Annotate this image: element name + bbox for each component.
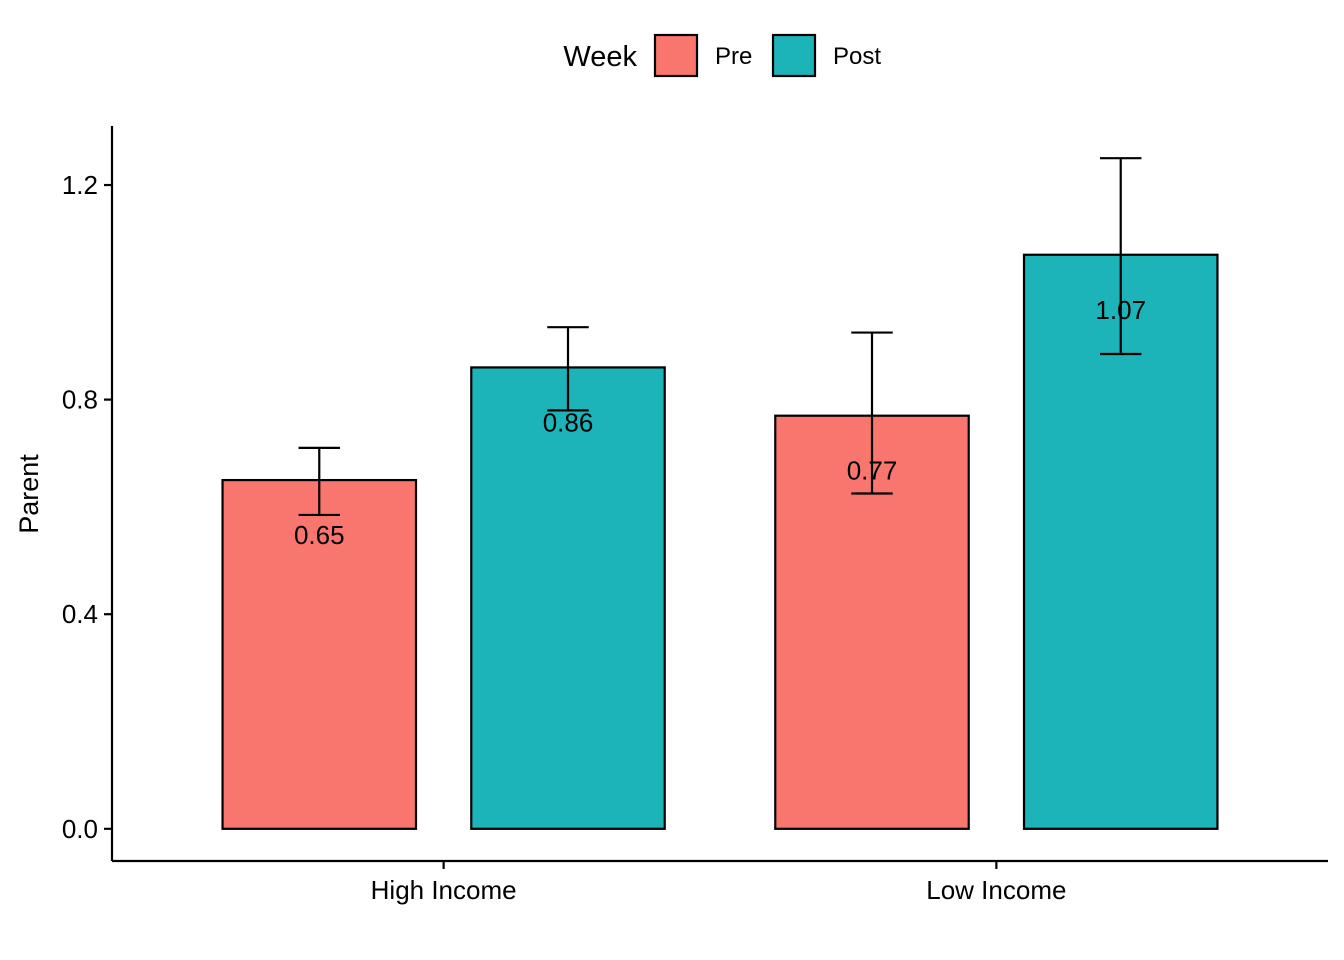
y-tick-label: 0.4 [62,599,98,629]
data-label-pre-2: 0.77 [847,456,898,486]
y-axis-title: Parent [14,454,44,534]
legend-label-pre: Pre [715,43,752,70]
data-label-post-2: 1.07 [1095,295,1146,325]
legend-key-pre [653,33,699,78]
x-tick-label: High Income [371,875,517,905]
bar-pre-high-income [221,478,418,830]
legend-label-post: Post [833,43,881,70]
legend-title: Week [563,41,637,73]
legend-key-post [771,33,817,78]
y-tick-label: 1.2 [62,170,98,200]
data-label-post-1: 0.86 [543,407,594,437]
bar-post-high-income [470,366,666,830]
data-label-pre-1: 0.65 [294,520,345,550]
legend: Week Pre Post [563,33,881,78]
y-tick-label: 0.8 [62,385,98,415]
y-tick-label: 0.0 [62,814,98,844]
x-tick-label: Low Income [926,875,1066,905]
